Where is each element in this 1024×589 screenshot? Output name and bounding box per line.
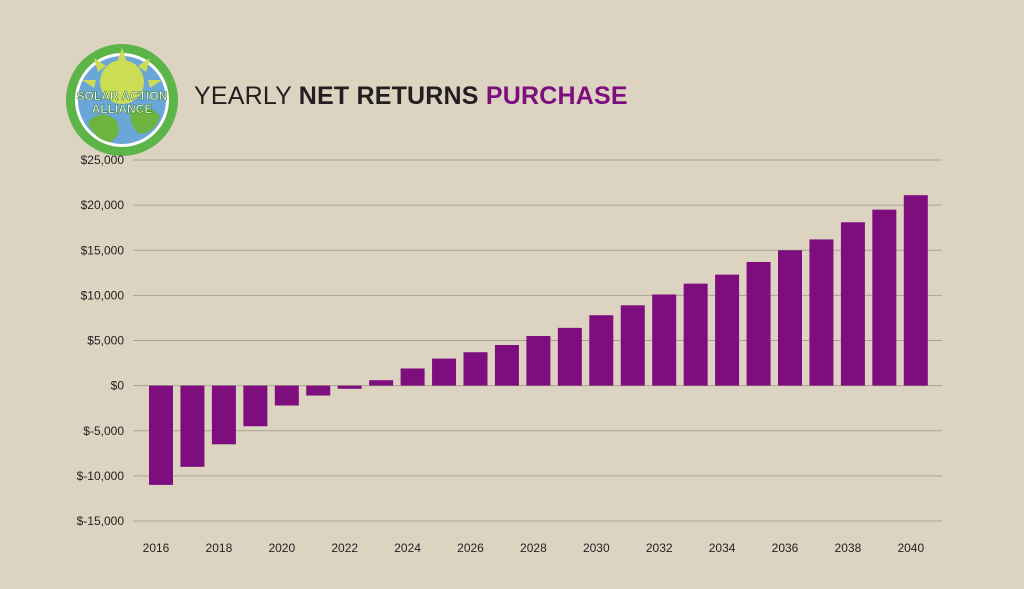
x-tick-label: 2022 [331,541,358,555]
y-tick-label: $5,000 [87,334,124,348]
bar-2035 [746,261,771,386]
bar-2016 [149,385,173,485]
bar-2027 [494,345,519,386]
bar-2022 [337,385,362,389]
title-part-purchase: PURCHASE [478,82,628,110]
bar-2017 [180,385,205,467]
logo-text-line1: SOLAR ACTION [77,89,168,103]
bar-2019 [243,385,268,427]
y-tick-label: $0 [111,379,125,393]
bar-2026 [463,352,488,386]
chart-title: YEARLY NET RETURNS PURCHASE [194,82,628,111]
x-tick-label: 2038 [835,541,862,555]
title-part-yearly: YEARLY [194,82,299,110]
bar-2031 [620,305,645,386]
bar-2028 [526,335,551,386]
y-axis-labels: $25,000 $20,000 $15,000 $10,000 $5,000 $0 $-5,… [77,153,125,528]
bar-2038 [840,222,865,386]
x-axis-labels: 2016 2018 2020 2022 2024 2026 2028 2030 2032 2034… [143,541,925,555]
x-tick-label: 2018 [206,541,233,555]
bar-2040 [903,195,928,386]
x-tick-label: 2024 [394,541,421,555]
bar-2032 [652,294,677,386]
x-tick-label: 2032 [646,541,673,555]
bar-2018 [211,385,236,445]
bar-2029 [557,327,582,386]
x-tick-label: 2028 [520,541,547,555]
bar-2034 [715,274,740,386]
logo-text-line2: ALLIANCE [92,102,153,116]
bar-2030 [589,315,614,386]
bar-2021 [306,385,331,396]
bar-2020 [274,385,299,406]
bars [149,195,928,485]
bar-2033 [683,283,708,386]
x-tick-label: 2020 [268,541,295,555]
bar-2023 [369,380,394,386]
bar-2039 [872,209,897,386]
bar-2036 [778,250,802,386]
x-tick-label: 2040 [897,541,924,555]
y-tick-label: $10,000 [81,288,125,302]
y-tick-label: $-5,000 [83,424,124,438]
x-tick-label: 2036 [772,541,799,555]
x-tick-label: 2026 [457,541,484,555]
bar-2037 [809,239,834,386]
y-tick-label: $-15,000 [77,514,125,528]
y-tick-label: $-10,000 [77,469,125,483]
x-tick-label: 2030 [583,541,610,555]
bar-2024 [400,368,425,386]
bar-2025 [432,358,457,386]
x-tick-label: 2016 [143,541,170,555]
grid-lines [133,159,942,522]
y-tick-label: $20,000 [81,198,125,212]
y-tick-label: $25,000 [81,153,125,167]
solar-action-alliance-logo: SOLAR ACTION ALLIANCE [66,44,178,156]
x-tick-label: 2034 [709,541,736,555]
y-tick-label: $15,000 [81,243,125,257]
title-part-net-returns: NET RETURNS [298,82,479,110]
